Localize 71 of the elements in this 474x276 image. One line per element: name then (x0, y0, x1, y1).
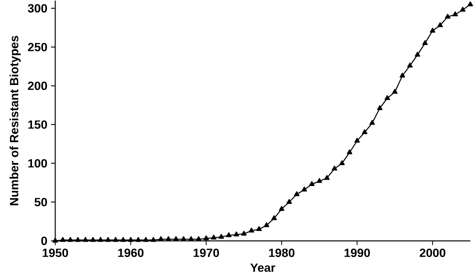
point (248, 228, 254, 232)
point (422, 40, 428, 45)
point (105, 236, 111, 242)
x-tick-label: 1990 (344, 248, 370, 257)
y-tick-label: 50 (34, 198, 47, 206)
point (362, 129, 368, 134)
point (302, 186, 308, 192)
point (196, 236, 202, 241)
point (68, 236, 74, 242)
point (234, 231, 240, 236)
y-tick-label: 200 (28, 81, 47, 90)
point (136, 236, 142, 242)
point (407, 62, 413, 68)
point (414, 52, 420, 56)
point (173, 236, 179, 241)
y-tick-label: 150 (28, 120, 47, 129)
point (294, 191, 300, 196)
x-tick-label: 1970 (194, 248, 219, 257)
point (346, 149, 352, 154)
point (354, 138, 360, 143)
point (60, 236, 66, 242)
x-tick-label: 2000 (420, 248, 446, 257)
point (339, 160, 345, 166)
x-tick-label: 1960 (118, 248, 144, 257)
point (210, 234, 216, 240)
point (437, 22, 443, 28)
point (384, 95, 390, 100)
point (264, 222, 270, 228)
y-tick-label: 250 (28, 42, 47, 52)
point (430, 28, 436, 32)
point (75, 236, 81, 242)
point (316, 178, 322, 183)
point (271, 215, 277, 220)
point (256, 226, 262, 231)
point (112, 236, 118, 242)
point (128, 236, 134, 242)
point (460, 6, 466, 12)
point (332, 166, 338, 170)
y-tick-label: 0 (41, 236, 47, 245)
point (392, 88, 398, 94)
point (286, 198, 292, 204)
point (143, 236, 149, 242)
x-tick-label: 1950 (42, 248, 68, 257)
point (241, 230, 247, 236)
point (377, 105, 382, 110)
point (309, 181, 315, 186)
point (166, 236, 172, 241)
point (188, 236, 194, 241)
point (218, 234, 224, 239)
point (444, 14, 450, 19)
point (369, 120, 375, 125)
point (226, 232, 232, 238)
point (400, 72, 406, 78)
point (203, 235, 209, 240)
point (150, 236, 156, 242)
point (452, 11, 458, 16)
point (52, 238, 58, 243)
point (120, 236, 126, 242)
point (158, 236, 164, 241)
point (98, 236, 104, 242)
point (468, 1, 474, 6)
x-tick-label: 1980 (269, 248, 294, 257)
y-axis-title: Number of Resistant Biotypes (10, 36, 21, 206)
point (324, 174, 330, 180)
point (82, 236, 88, 242)
point (180, 236, 186, 241)
y-tick-label: 100 (28, 158, 47, 168)
y-tick-label: 300 (28, 4, 47, 12)
point (90, 236, 96, 242)
x-axis-title: Year (250, 263, 276, 272)
point (278, 206, 284, 211)
